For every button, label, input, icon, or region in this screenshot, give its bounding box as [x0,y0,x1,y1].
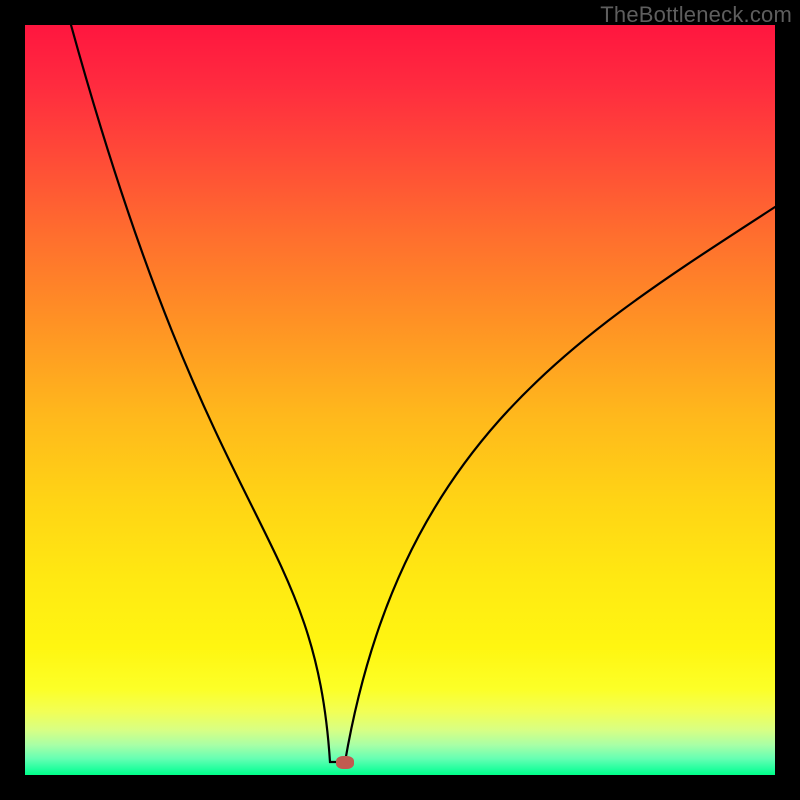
bottleneck-curve [25,25,775,775]
optimum-marker [336,756,354,769]
watermark-text: TheBottleneck.com [600,2,792,28]
curve-path [71,25,775,762]
chart-container: TheBottleneck.com [0,0,800,800]
